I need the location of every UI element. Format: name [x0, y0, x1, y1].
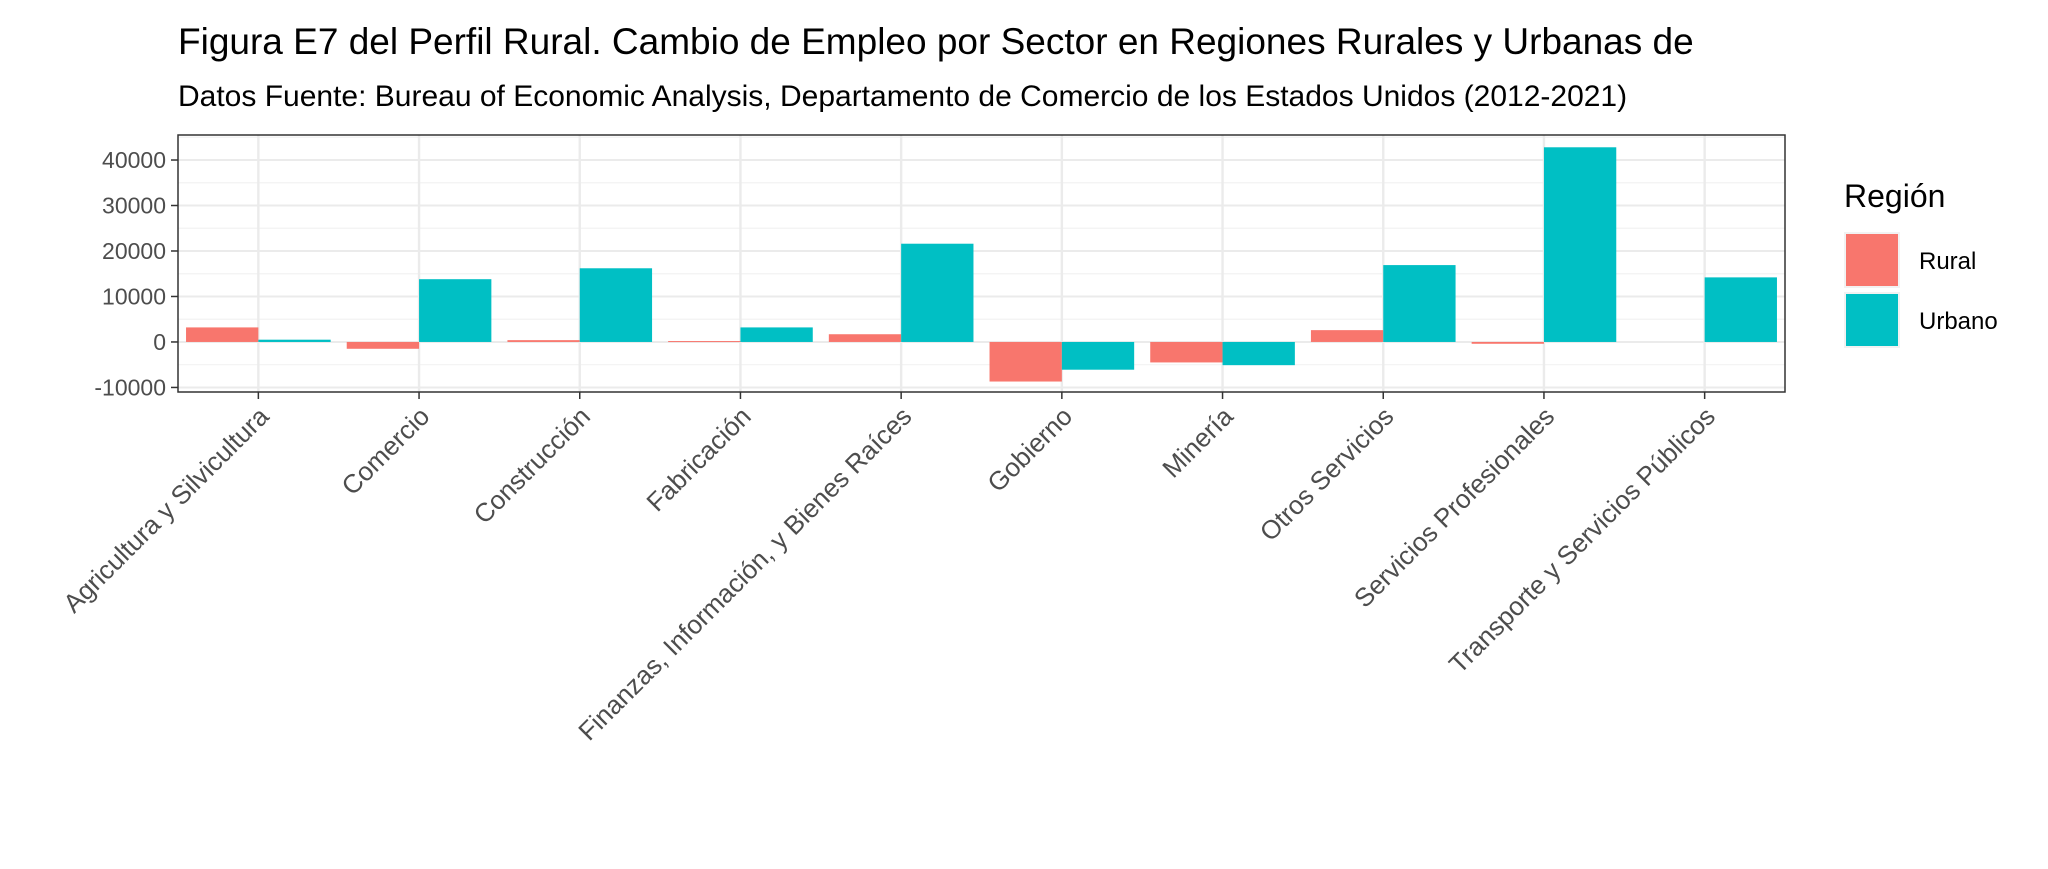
- y-tick-label: 20000: [102, 238, 166, 264]
- legend-label-rural: Rural: [1919, 248, 1976, 275]
- x-tick-label: Otros Servicios: [1254, 401, 1400, 547]
- bar-rural-8: [1471, 341, 1544, 344]
- bar-urbano-2: [579, 268, 653, 342]
- bar-urbano-9: [1704, 277, 1777, 342]
- bar-rural-4: [828, 334, 902, 342]
- x-tick-label: Agricultura y Silvicultura: [57, 401, 275, 619]
- plot-panel: [178, 135, 1785, 392]
- bar-urbano-0: [258, 339, 331, 342]
- bar-urbano-7: [1383, 265, 1456, 342]
- bar-urbano-4: [901, 243, 974, 342]
- x-tick-label: Minería: [1156, 401, 1239, 484]
- bar-urbano-5: [1061, 341, 1135, 370]
- bar-rural-5: [989, 341, 1062, 382]
- bar-rural-2: [507, 340, 580, 342]
- x-tick-label: Construcción: [467, 401, 596, 530]
- y-tick-label: 0: [153, 329, 166, 355]
- bar-rural-1: [346, 341, 420, 349]
- y-tick-label: 10000: [102, 283, 166, 309]
- legend-swatch-rural: [1846, 234, 1898, 286]
- x-tick-label: Comercio: [335, 401, 435, 501]
- bar-urbano-6: [1222, 341, 1295, 366]
- x-tick-label: Finanzas, Información, y Bienes Raíces: [572, 401, 917, 746]
- bar-urbano-1: [419, 279, 492, 342]
- bars: [186, 147, 1777, 382]
- bar-urbano-3: [740, 327, 813, 342]
- bar-rural-6: [1150, 341, 1223, 363]
- x-tick-label: Transporte y Servicios Públicos: [1443, 401, 1721, 679]
- legend-title: Región: [1844, 178, 1945, 214]
- x-tick-label: Fabricación: [640, 401, 756, 517]
- bar-rural-7: [1310, 330, 1384, 342]
- plot-panel-border: [177, 134, 1786, 393]
- bar-urbano-8: [1543, 147, 1617, 342]
- y-tick-label: 30000: [102, 193, 166, 219]
- chart-title: Figura E7 del Perfil Rural. Cambio de Em…: [178, 21, 1694, 62]
- legend: Región Rural Urbano: [1844, 178, 1998, 348]
- bar-rural-3: [668, 341, 741, 343]
- y-tick-label: 40000: [102, 147, 166, 173]
- x-tick-label: Gobierno: [981, 401, 1078, 498]
- chart-subtitle: Datos Fuente: Bureau of Economic Analysi…: [178, 80, 1627, 113]
- legend-label-urbano: Urbano: [1919, 308, 1998, 335]
- legend-swatch-urbano: [1846, 294, 1898, 346]
- bar-rural-0: [186, 327, 259, 342]
- y-tick-label: -10000: [94, 374, 166, 400]
